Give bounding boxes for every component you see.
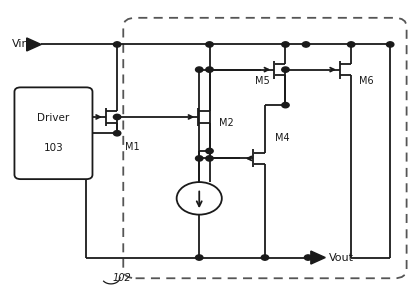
Circle shape [282, 102, 289, 108]
Text: M2: M2 [219, 118, 233, 128]
Circle shape [304, 255, 312, 260]
Circle shape [347, 42, 355, 47]
Circle shape [261, 255, 269, 260]
Text: M6: M6 [360, 76, 374, 86]
Text: M5: M5 [255, 76, 269, 86]
Circle shape [114, 114, 121, 120]
Circle shape [206, 156, 213, 161]
Circle shape [302, 42, 310, 47]
Text: M1: M1 [125, 142, 140, 152]
Circle shape [206, 42, 213, 47]
Circle shape [114, 42, 121, 47]
Circle shape [196, 255, 203, 260]
Circle shape [282, 67, 289, 72]
Circle shape [114, 130, 121, 136]
Circle shape [282, 42, 289, 47]
Text: 103: 103 [44, 143, 63, 153]
Circle shape [196, 156, 203, 161]
Circle shape [206, 148, 213, 154]
Text: Vin: Vin [13, 40, 30, 50]
Polygon shape [311, 251, 325, 264]
Circle shape [196, 67, 203, 72]
Text: Vout: Vout [328, 252, 354, 262]
Text: 102: 102 [113, 273, 132, 283]
Text: M4: M4 [275, 133, 290, 143]
FancyBboxPatch shape [14, 87, 93, 179]
Text: Driver: Driver [37, 114, 70, 124]
Circle shape [386, 42, 394, 47]
Circle shape [206, 67, 213, 72]
Polygon shape [27, 38, 41, 51]
